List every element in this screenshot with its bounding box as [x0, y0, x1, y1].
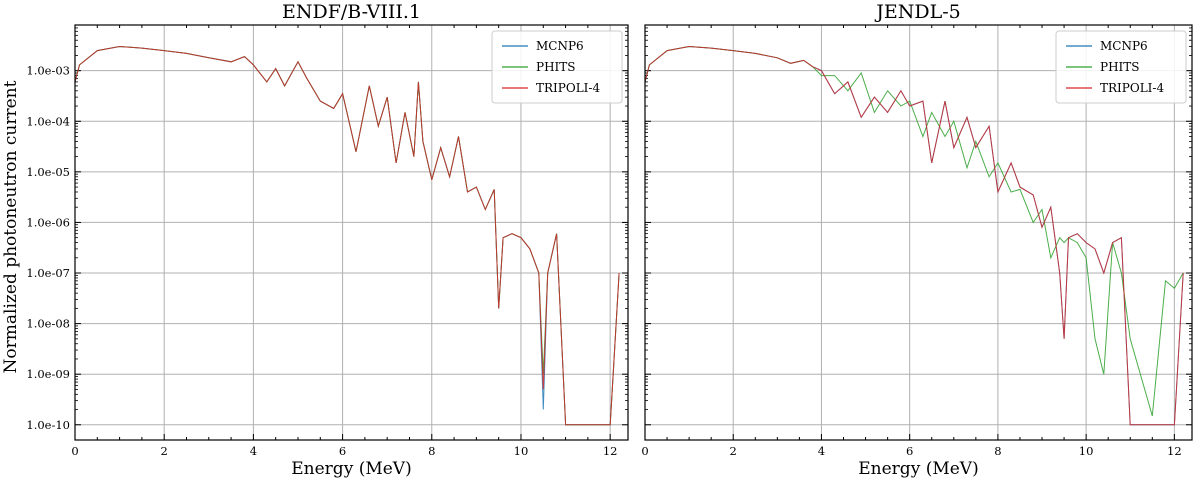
legend-label: TRIPOLI-4 — [536, 81, 600, 95]
legend-label: TRIPOLI-4 — [1100, 81, 1164, 95]
legend-label: MCNP6 — [1100, 39, 1148, 53]
legend-box — [491, 30, 623, 104]
x-tick-label: 10 — [514, 444, 529, 458]
x-tick-label: 10 — [1079, 444, 1094, 458]
x-tick-label: 2 — [161, 444, 168, 458]
x-tick-label: 0 — [71, 444, 78, 458]
x-tick-label: 4 — [818, 444, 825, 458]
series-line-tripoli-4 — [645, 45, 1184, 426]
y-tick-label: 1.0e-09 — [26, 367, 70, 381]
x-tick-label: 4 — [250, 444, 257, 458]
legend: MCNP6 PHITS TRIPOLI-4 — [491, 30, 623, 104]
panel-2: JENDL-5 0 2 4 6 8 10 12 Energy (MeV) MCNP6 PHITS TR… — [641, 1, 1193, 479]
panel-title: ENDF/B-VIII.1 — [282, 1, 421, 23]
y-tick-label: 1.0e-10 — [26, 418, 70, 432]
x-tick-label: 8 — [994, 444, 1001, 458]
x-tick-label: 0 — [641, 444, 648, 458]
series-line-tripoli-4 — [75, 45, 620, 426]
legend-label: PHITS — [536, 60, 576, 74]
panel-title: JENDL-5 — [874, 1, 960, 23]
x-axis-label: Energy (MeV) — [291, 459, 411, 479]
y-tick-label: 1.0e-05 — [26, 165, 70, 179]
y-tick-label: 1.0e-06 — [26, 215, 70, 229]
y-tick-label: 1.0e-04 — [26, 114, 70, 128]
axes-frame — [644, 24, 1193, 441]
y-tick-label: 1.0e-08 — [26, 317, 70, 331]
y-tick-label: 1.0e-03 — [26, 64, 70, 78]
legend-label: PHITS — [1100, 60, 1140, 74]
x-axis-label: Energy (MeV) — [858, 459, 978, 479]
legend-box — [1055, 30, 1187, 104]
x-tick-label: 12 — [603, 444, 618, 458]
y-tick-label: 1.0e-07 — [26, 266, 70, 280]
x-tick-label: 6 — [339, 444, 346, 458]
x-tick-label: 8 — [428, 444, 435, 458]
x-tick-label: 2 — [730, 444, 737, 458]
y-axis-label: Normalized photoneutron current — [1, 80, 21, 373]
axes-frame — [74, 24, 629, 441]
legend-label: MCNP6 — [536, 39, 584, 53]
x-tick-label: 12 — [1167, 444, 1182, 458]
legend: MCNP6 PHITS TRIPOLI-4 — [1055, 30, 1187, 104]
x-tick-label: 6 — [906, 444, 913, 458]
panel-1: ENDF/B-VIII.1 0 2 4 6 8 10 12 1.0e-03 1.0e-04 1.0e… — [26, 1, 629, 479]
